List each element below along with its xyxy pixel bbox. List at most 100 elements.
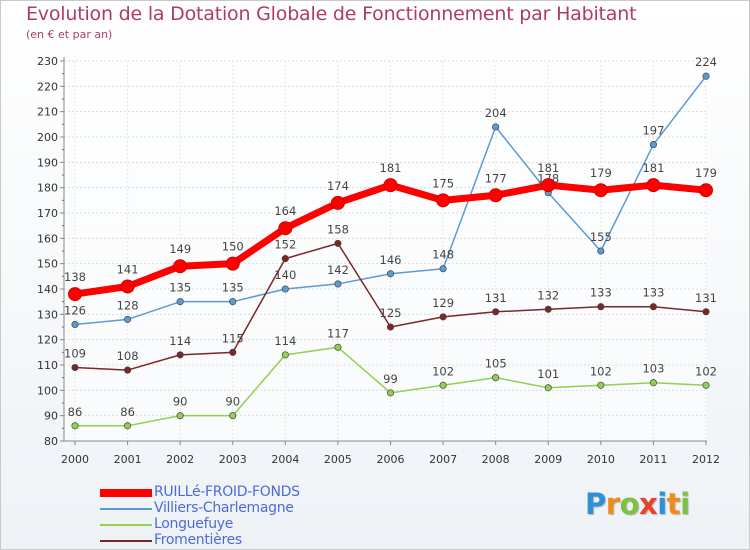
data-point [597, 381, 605, 389]
data-point [541, 178, 556, 193]
data-label: 135 [169, 281, 191, 295]
data-label: 146 [380, 253, 402, 267]
x-tick-label: 2009 [534, 453, 562, 466]
data-label: 179 [590, 166, 612, 180]
x-tick-label: 2005 [324, 453, 352, 466]
data-point [124, 366, 132, 374]
data-point [597, 303, 605, 311]
data-label: 128 [117, 298, 139, 312]
data-point [593, 183, 608, 198]
data-label: 197 [642, 124, 664, 138]
data-label: 175 [432, 176, 454, 190]
x-tick-label: 2012 [692, 453, 720, 466]
data-label: 114 [274, 334, 296, 348]
data-point [544, 305, 552, 313]
data-point [124, 422, 132, 430]
logo-letter: i [680, 487, 690, 521]
data-point [488, 188, 503, 203]
data-label: 129 [432, 296, 454, 310]
y-tick-label: 210 [37, 106, 58, 119]
data-label: 155 [590, 230, 612, 244]
data-label: 149 [169, 242, 191, 256]
data-label: 142 [327, 263, 349, 277]
x-tick-label: 2008 [482, 453, 510, 466]
logo-letter: t [666, 487, 681, 521]
y-tick-label: 80 [44, 435, 58, 448]
data-label: 90 [225, 395, 240, 409]
data-point [649, 303, 657, 311]
legend-label: Longuefuye [154, 516, 234, 532]
x-tick-label: 2004 [271, 453, 299, 466]
data-point [544, 384, 552, 392]
chart-subtitle: (en € et par an) [26, 28, 113, 41]
proxiti-logo: Proxiti [585, 487, 690, 521]
y-tick-label: 220 [37, 80, 58, 93]
data-label: 109 [64, 347, 86, 361]
logo-letter: P [585, 487, 606, 521]
x-tick-label: 2010 [587, 453, 615, 466]
y-tick-label: 200 [37, 131, 58, 144]
data-label: 179 [695, 166, 717, 180]
data-point [68, 287, 82, 302]
data-point [120, 279, 135, 294]
chart-title: Evolution de la Dotation Globale de Fonc… [26, 3, 637, 25]
x-tick-label: 2001 [114, 453, 142, 466]
data-point [278, 221, 293, 236]
y-tick-label: 170 [37, 207, 58, 220]
data-label: 181 [642, 161, 664, 175]
data-point [646, 178, 661, 193]
x-tick-label: 2000 [61, 453, 89, 466]
data-label: 158 [327, 222, 349, 236]
data-label: 86 [120, 405, 135, 419]
data-point [229, 298, 237, 306]
data-label: 181 [380, 161, 402, 175]
logo-letter: r [605, 487, 620, 521]
data-point [649, 141, 657, 149]
y-tick-label: 140 [37, 283, 58, 296]
data-label: 181 [537, 161, 559, 175]
data-label: 141 [117, 262, 139, 276]
data-label: 140 [274, 268, 296, 282]
data-label: 117 [327, 326, 349, 340]
x-tick-label: 2006 [377, 453, 405, 466]
legend-swatch [100, 489, 152, 497]
data-point [71, 363, 79, 372]
data-label: 204 [485, 106, 507, 120]
data-point [176, 412, 184, 420]
data-label: 148 [432, 248, 454, 262]
data-label: 90 [173, 395, 188, 409]
data-label: 102 [590, 364, 612, 378]
data-label: 152 [274, 238, 296, 252]
legend-label: RUILLé-FROID-FONDS [154, 484, 300, 500]
data-point [439, 313, 447, 321]
data-point [281, 255, 289, 263]
data-point [281, 351, 289, 359]
data-point [702, 72, 710, 80]
y-tick-label: 150 [37, 258, 58, 271]
data-point [173, 259, 188, 274]
data-label: 164 [274, 204, 296, 218]
data-label: 105 [485, 357, 507, 371]
legend-label: Villiers-Charlemagne [154, 500, 294, 516]
data-point [334, 280, 342, 288]
data-point [436, 193, 451, 208]
data-label: 103 [642, 362, 664, 376]
x-tick-label: 2003 [219, 453, 247, 466]
data-point [492, 123, 500, 131]
data-label: 131 [695, 291, 717, 305]
data-point [702, 381, 710, 389]
data-label: 115 [222, 331, 244, 345]
data-label: 133 [642, 286, 664, 300]
data-label: 102 [432, 364, 454, 378]
legend-label: Fromentières [154, 532, 242, 548]
legend-swatch [100, 508, 152, 510]
data-point [281, 285, 289, 293]
data-point [334, 343, 342, 351]
y-tick-label: 110 [37, 359, 58, 372]
x-tick-label: 2011 [639, 453, 667, 466]
data-label: 99 [383, 372, 398, 386]
y-tick-label: 160 [37, 232, 58, 245]
y-tick-label: 100 [37, 384, 58, 397]
data-label: 133 [590, 286, 612, 300]
